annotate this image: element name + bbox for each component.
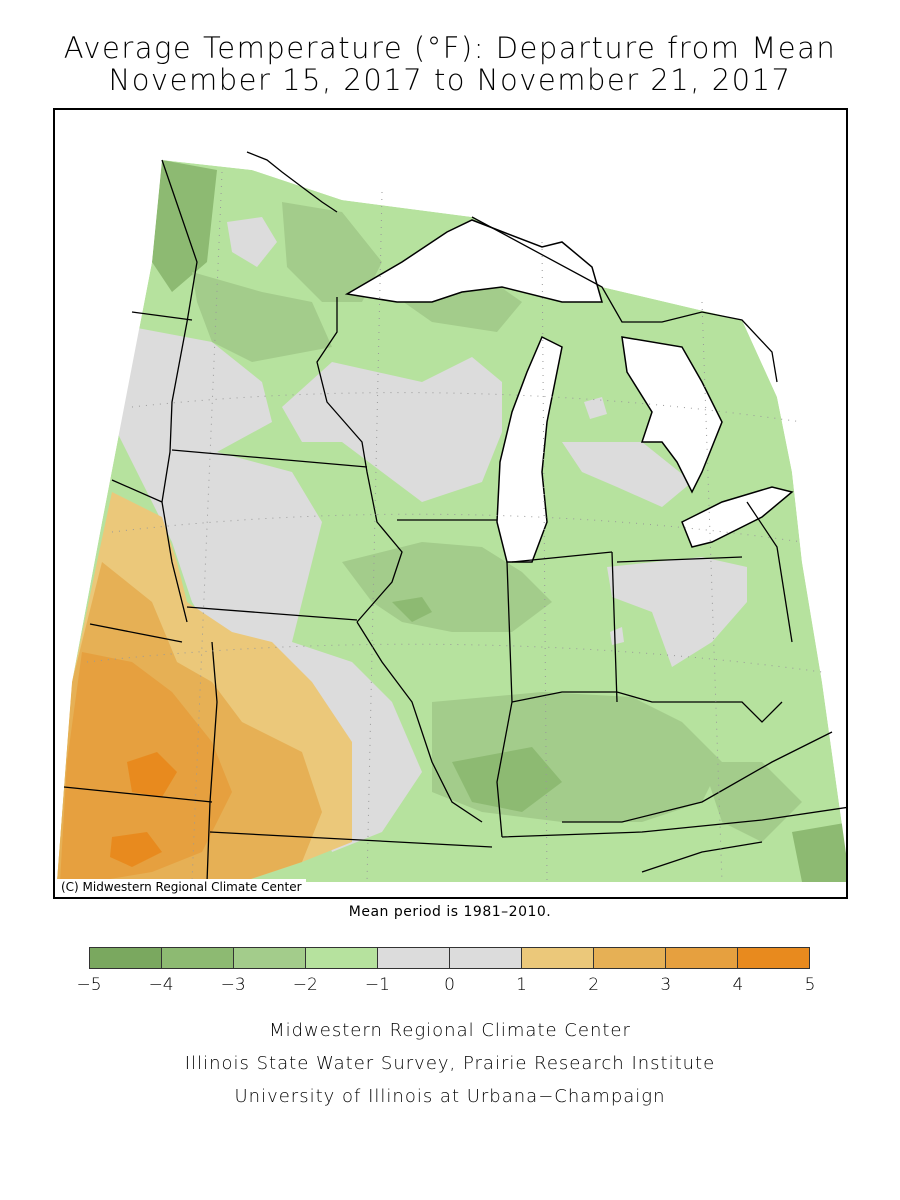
legend-tick-labels: −5 −4 −3 −2 −1 0 1 2 3 4 5 xyxy=(76,975,815,995)
legend-swatch xyxy=(594,948,666,968)
outside-mask-west xyxy=(55,110,162,897)
legend-swatch xyxy=(306,948,378,968)
legend-tick-label: 1 xyxy=(516,975,528,995)
canada-shore xyxy=(471,216,778,383)
zone-gray-ohio xyxy=(607,557,747,667)
legend-tick-label: −5 xyxy=(76,975,102,995)
color-legend xyxy=(89,947,810,969)
legend-swatch xyxy=(450,948,522,968)
legend-tick-label: −3 xyxy=(220,975,246,995)
lake-michigan xyxy=(496,335,563,563)
zone-green-iowa-il xyxy=(342,542,552,632)
legend-tick-label: −2 xyxy=(292,975,318,995)
zone-gray-michigan xyxy=(562,442,692,507)
legend-tick-label: 5 xyxy=(804,975,816,995)
legend-swatch xyxy=(90,948,162,968)
zone-green-se-dark xyxy=(792,822,846,882)
zone-gray-small-1 xyxy=(584,397,607,419)
legend-swatch xyxy=(522,948,594,968)
zone-gray-small-2 xyxy=(610,627,624,645)
zone-green-dark-arrowhead xyxy=(282,202,382,302)
legend-tick-label: 3 xyxy=(660,975,672,995)
state-borders xyxy=(63,159,846,883)
map-credit: (C) Midwestern Regional Climate Center xyxy=(57,879,306,895)
zone-green-ky xyxy=(702,762,802,842)
zone-green-mid-minnesota xyxy=(192,272,332,362)
zone-gray-minnesota-north xyxy=(227,217,277,267)
zone-warm-4to5-b xyxy=(110,832,162,867)
zone-green-south-dark xyxy=(452,747,562,812)
map-title-line-2: November 15, 2017 to November 21, 2017 xyxy=(108,63,792,97)
zone-green-iowa-dark xyxy=(392,597,432,622)
legend-tick-label: −4 xyxy=(148,975,174,995)
footer-organization: Midwestern Regional Climate Center xyxy=(269,1020,631,1041)
lake-huron xyxy=(621,336,723,494)
legend-swatch xyxy=(162,948,234,968)
legend-swatch xyxy=(738,948,809,968)
outside-mask-east xyxy=(742,320,846,854)
legend-tick-label: 2 xyxy=(588,975,600,995)
zone-warm-4to5-a xyxy=(127,752,177,797)
legend-tick-label: 4 xyxy=(732,975,744,995)
mean-period-note: Mean period is 1981–2010. xyxy=(348,904,552,920)
footer-survey: Illinois State Water Survey, Prairie Res… xyxy=(184,1053,716,1074)
legend-tick-label: −1 xyxy=(364,975,390,995)
canada-islands xyxy=(246,151,338,213)
legend-swatch xyxy=(378,948,450,968)
lake-erie xyxy=(681,486,794,548)
legend-tick-label: 0 xyxy=(444,975,455,995)
graticule xyxy=(86,171,823,883)
outside-mask-north xyxy=(55,110,846,320)
map-frame: (C) Midwestern Regional Climate Center xyxy=(53,108,848,899)
legend-swatch xyxy=(666,948,738,968)
zone-gray-plains xyxy=(117,327,422,852)
legend-swatch xyxy=(234,948,306,968)
map-title-line-1: Average Temperature (°F): Departure from… xyxy=(63,31,837,65)
temperature-departure-map xyxy=(55,110,846,897)
footer-university: University of Illinois at Urbana−Champai… xyxy=(234,1086,666,1107)
